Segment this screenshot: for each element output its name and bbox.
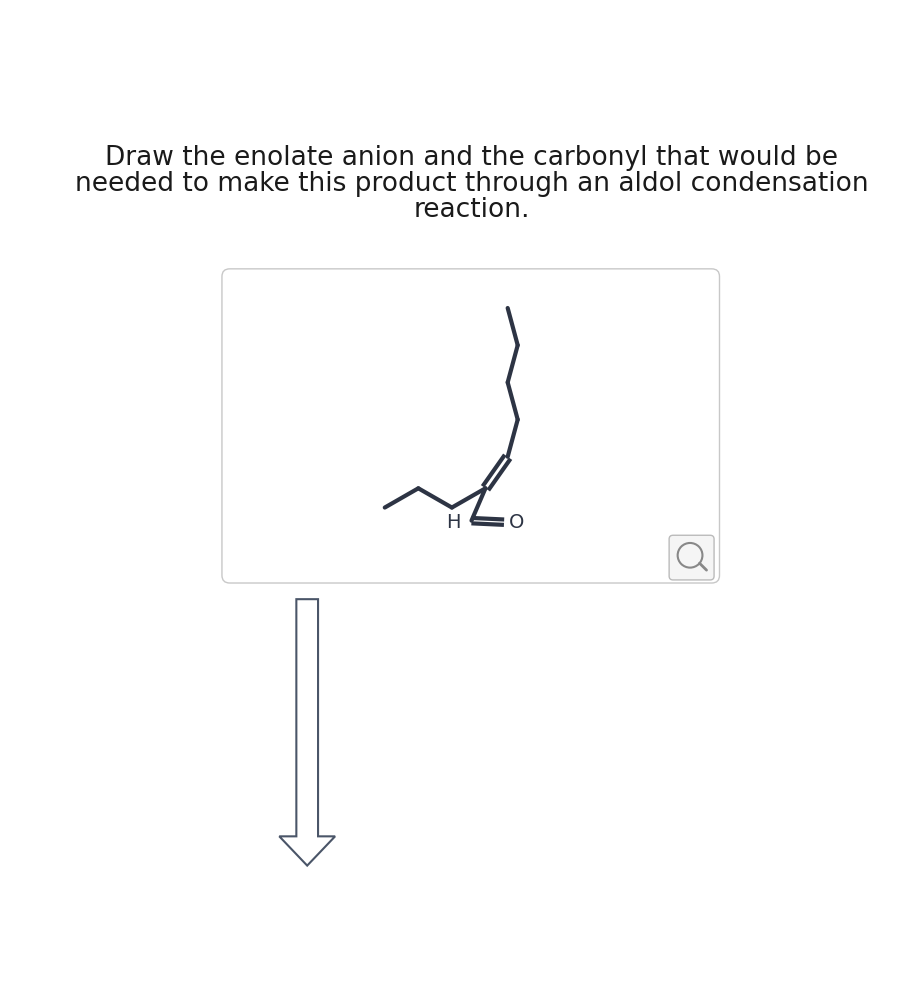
Polygon shape (279, 599, 335, 866)
Text: O: O (508, 513, 524, 532)
Text: needed to make this product through an aldol condensation: needed to make this product through an a… (74, 171, 868, 197)
FancyBboxPatch shape (668, 535, 713, 580)
Text: H: H (446, 513, 460, 532)
FancyBboxPatch shape (221, 269, 719, 583)
Text: reaction.: reaction. (413, 197, 529, 223)
Text: Draw the enolate anion and the carbonyl that would be: Draw the enolate anion and the carbonyl … (105, 145, 837, 171)
